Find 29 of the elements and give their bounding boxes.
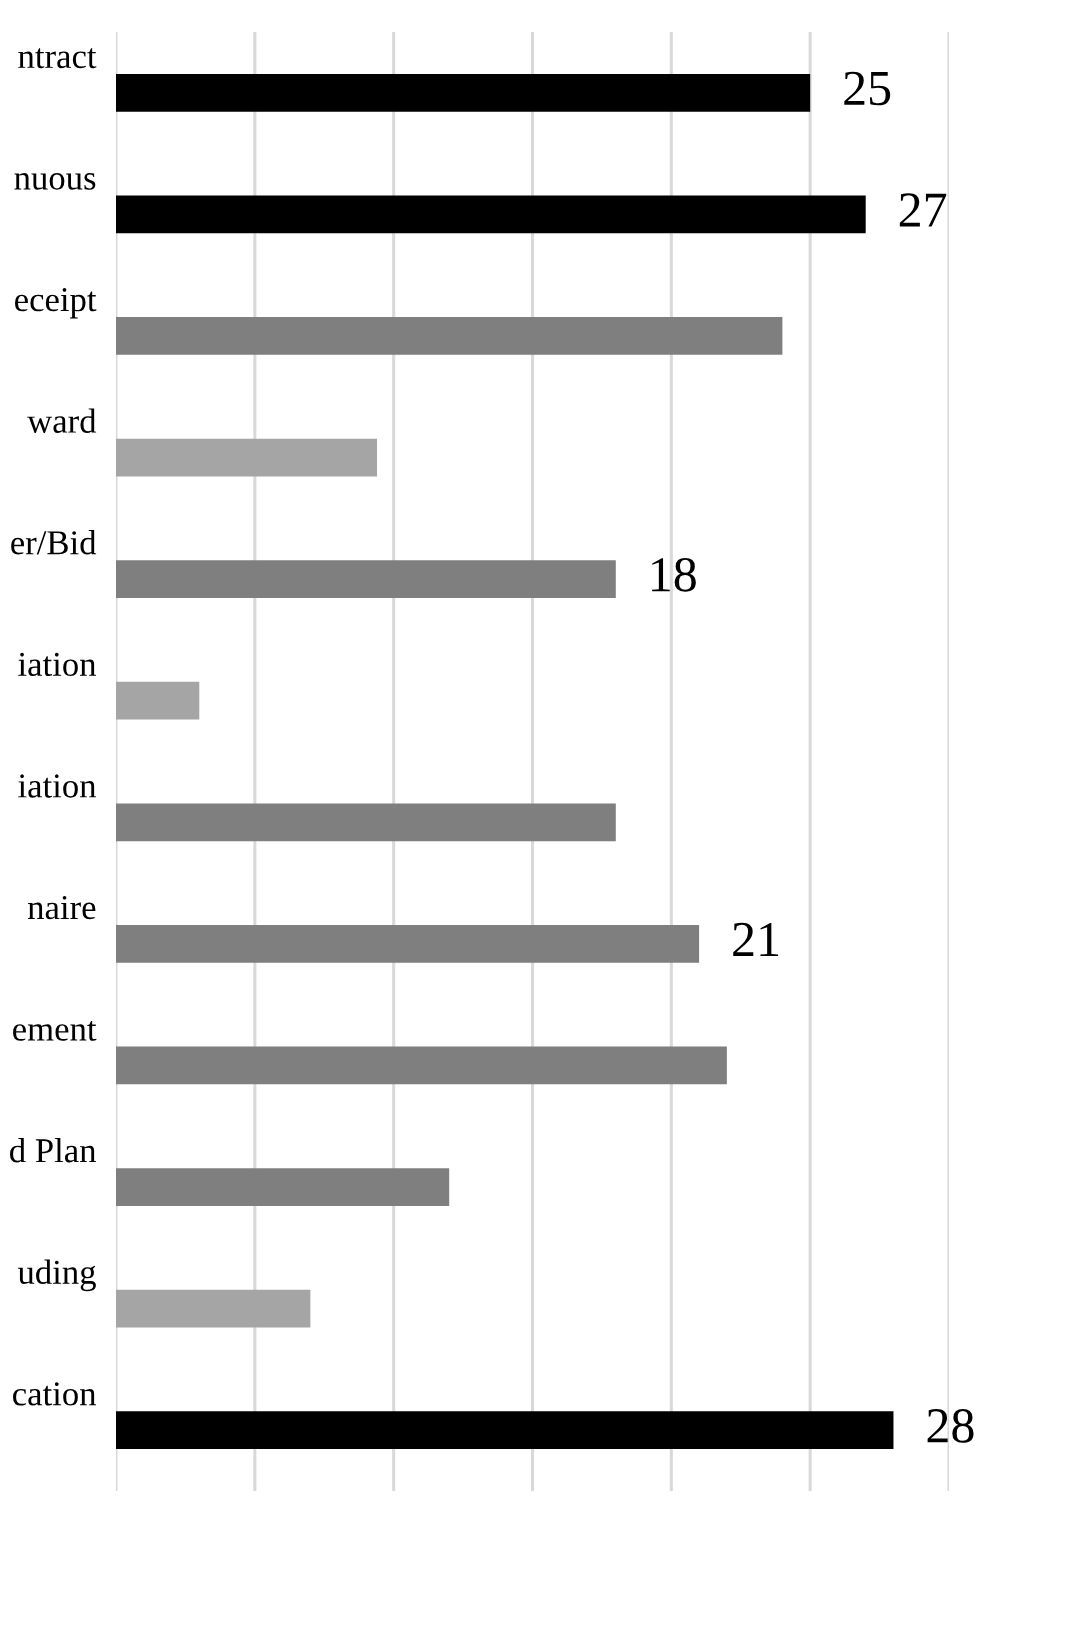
bar bbox=[116, 195, 866, 234]
data-label: 27 bbox=[899, 193, 947, 227]
y-tick-label: nuous bbox=[14, 173, 96, 190]
data-label: 18 bbox=[652, 557, 696, 592]
y-tick-label: iation bbox=[18, 774, 97, 798]
y-tick-label: er/Bid bbox=[11, 530, 97, 555]
y-tick-label: naire bbox=[27, 895, 96, 920]
bar bbox=[116, 73, 811, 112]
data-label: 25 bbox=[844, 71, 891, 106]
y-tick-label: eceipt bbox=[15, 288, 97, 319]
bar bbox=[116, 1289, 311, 1328]
y-tick-label: uding bbox=[17, 1259, 96, 1292]
y-tick-label: ntract bbox=[18, 48, 97, 69]
y-tick-label: ement bbox=[13, 1020, 97, 1041]
y-tick-label: iation bbox=[18, 652, 97, 677]
bar bbox=[116, 560, 616, 598]
bar bbox=[116, 1046, 727, 1085]
bar bbox=[116, 681, 200, 720]
bar bbox=[116, 925, 700, 963]
data-label: 28 bbox=[927, 1408, 974, 1443]
bar bbox=[116, 317, 783, 355]
data-label: 21 bbox=[733, 922, 779, 956]
y-tick-label: ward bbox=[27, 408, 97, 433]
bar bbox=[116, 438, 378, 477]
bar bbox=[116, 1168, 450, 1206]
bar bbox=[116, 1411, 894, 1450]
y-tick-label: d Plan bbox=[10, 1137, 97, 1163]
y-tick-label: cation bbox=[13, 1382, 97, 1406]
bar bbox=[116, 803, 616, 842]
